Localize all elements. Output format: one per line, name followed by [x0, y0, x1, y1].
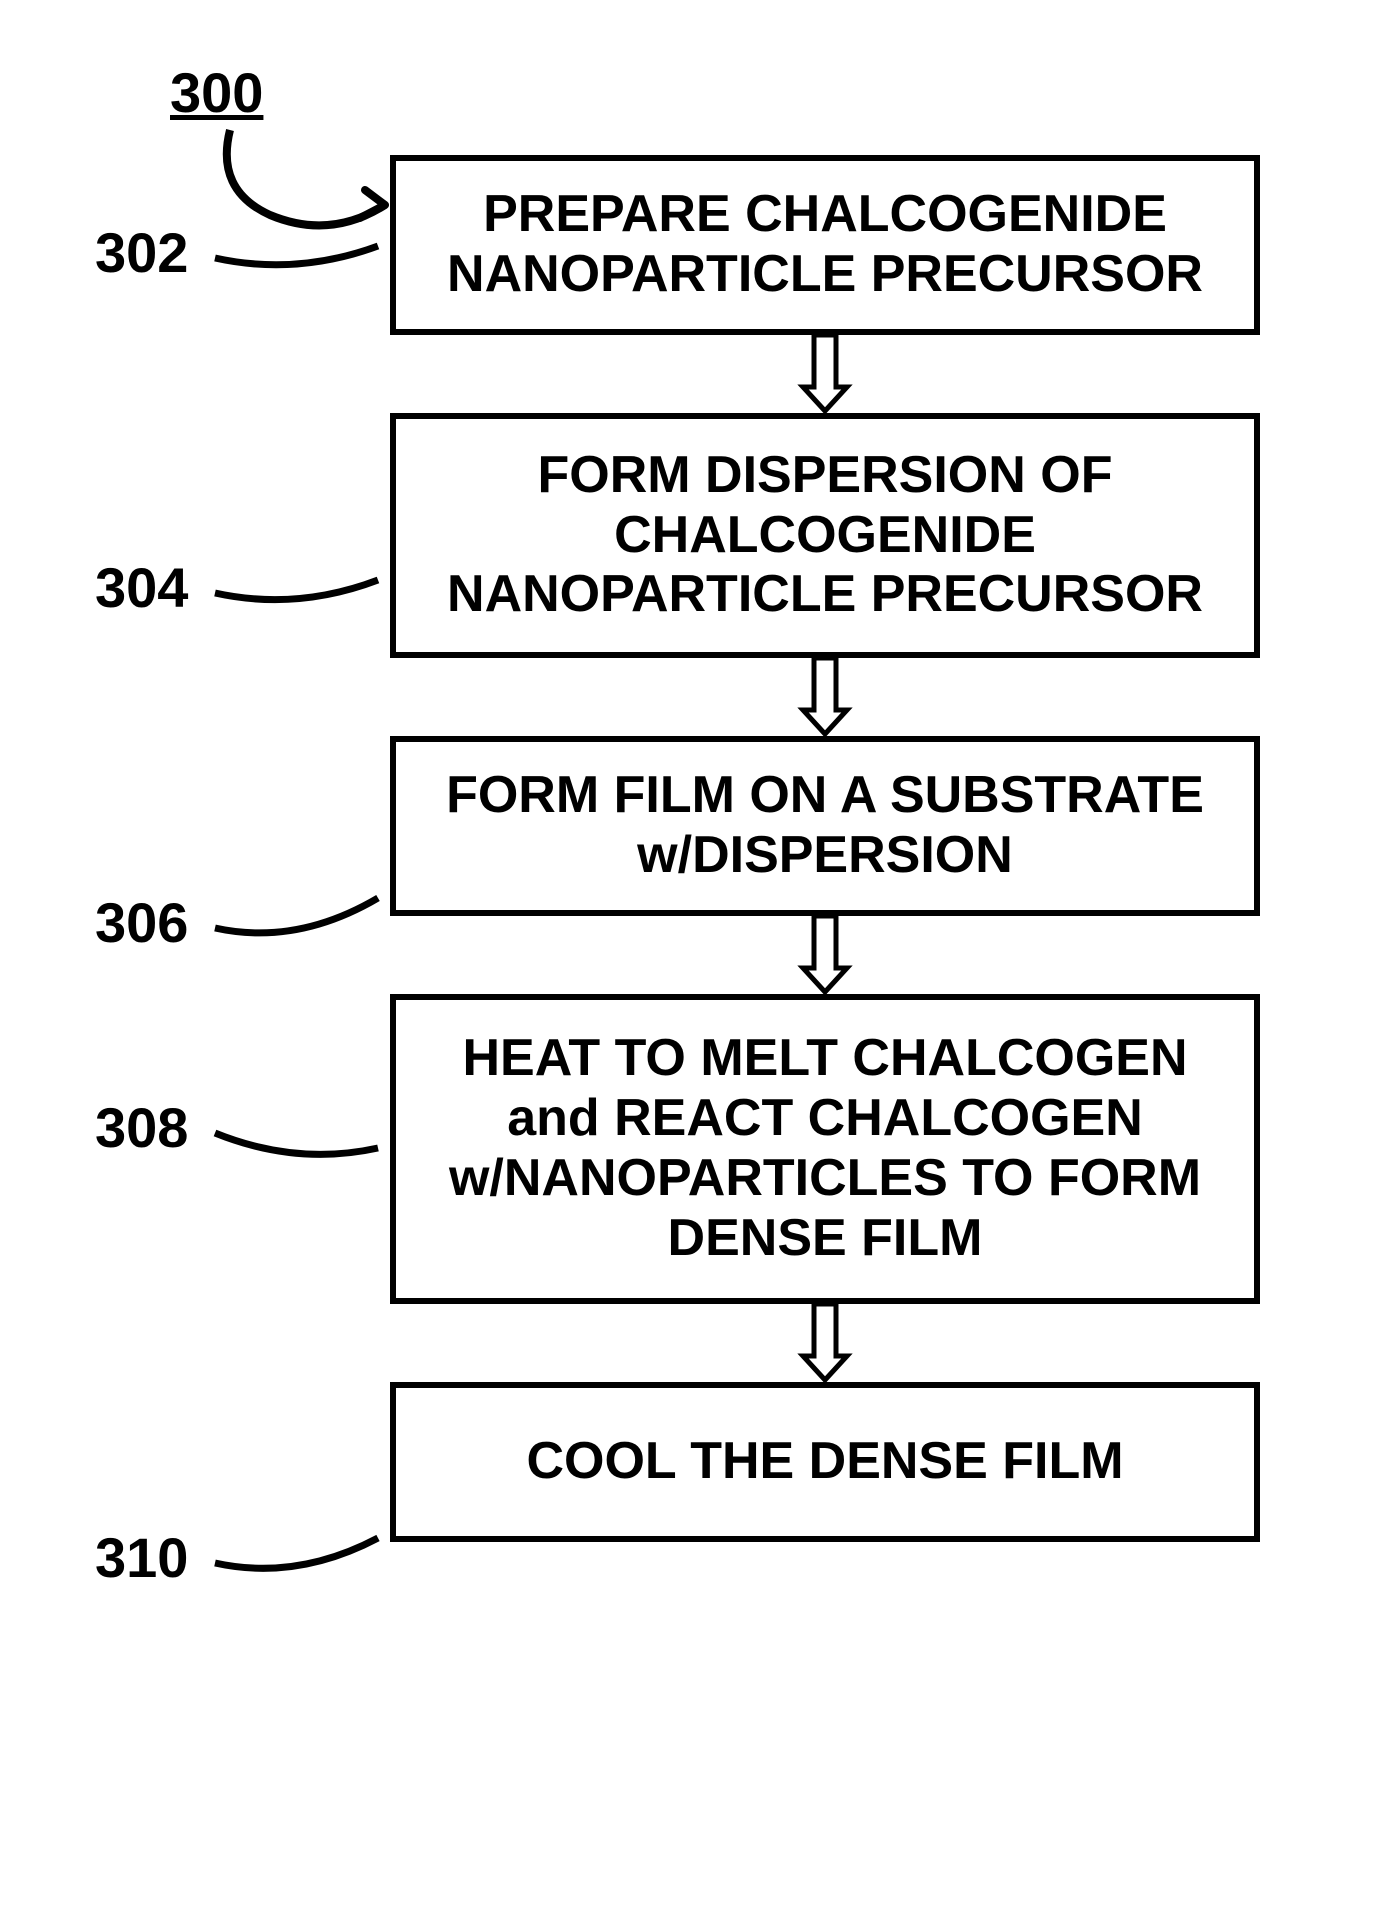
label-connector-304 [205, 550, 388, 623]
step-text-304: FORM DISPERSION OF CHALCOGENIDE NANOPART… [426, 446, 1224, 625]
step-box-308: HEAT TO MELT CHALCOGEN and REACT CHALCOG… [390, 994, 1260, 1304]
step-label-306: 306 [95, 890, 188, 955]
label-connector-306 [205, 868, 388, 958]
flow-arrow-3 [380, 1304, 1270, 1382]
step-label-310: 310 [95, 1525, 188, 1590]
step-box-304: FORM DISPERSION OF CHALCOGENIDE NANOPART… [390, 413, 1260, 658]
step-box-302: PREPARE CHALCOGENIDE NANOPARTICLE PRECUR… [390, 155, 1260, 335]
step-text-306: FORM FILM ON A SUBSTRATE w/DISPERSION [426, 766, 1224, 886]
step-label-304: 304 [95, 555, 188, 620]
flowchart: PREPARE CHALCOGENIDE NANOPARTICLE PRECUR… [380, 155, 1270, 1542]
figure-number: 300 [170, 60, 263, 125]
step-text-308: HEAT TO MELT CHALCOGEN and REACT CHALCOG… [426, 1029, 1224, 1268]
label-connector-302 [205, 216, 388, 288]
step-text-302: PREPARE CHALCOGENIDE NANOPARTICLE PRECUR… [426, 185, 1224, 305]
step-label-302: 302 [95, 220, 188, 285]
label-connector-308 [205, 1103, 388, 1178]
label-connector-310 [205, 1508, 388, 1593]
step-box-306: FORM FILM ON A SUBSTRATE w/DISPERSION [390, 736, 1260, 916]
flow-arrow-1 [380, 658, 1270, 736]
step-box-310: COOL THE DENSE FILM [390, 1382, 1260, 1542]
step-label-308: 308 [95, 1095, 188, 1160]
step-text-310: COOL THE DENSE FILM [526, 1432, 1123, 1492]
flow-arrow-2 [380, 916, 1270, 994]
flow-arrow-0 [380, 335, 1270, 413]
